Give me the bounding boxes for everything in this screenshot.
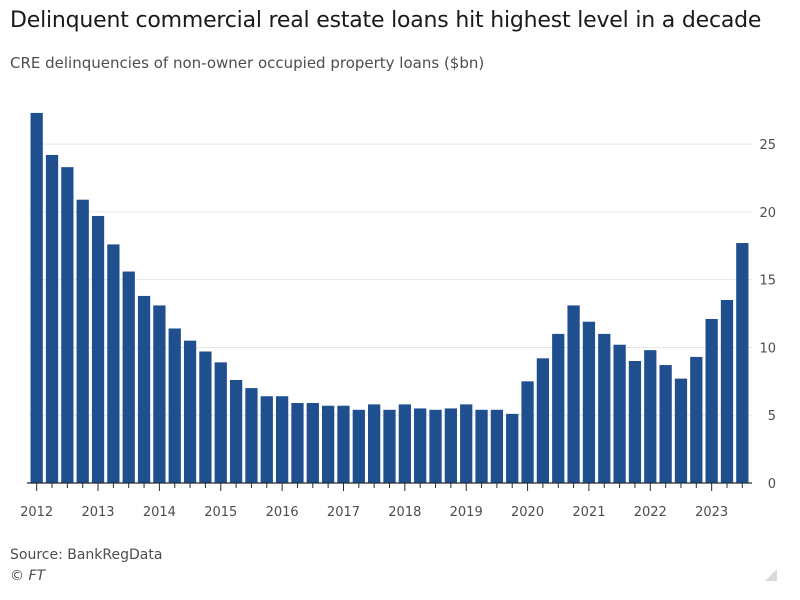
y-tick-label: 15 xyxy=(759,274,776,289)
bar xyxy=(567,305,580,483)
bar xyxy=(521,381,534,483)
bar xyxy=(475,409,488,483)
bar xyxy=(337,405,350,483)
bar xyxy=(398,404,411,483)
y-tick-label: 0 xyxy=(768,477,776,492)
bar xyxy=(414,408,427,483)
bar xyxy=(383,409,396,483)
bar-chart: 2012 2013 2014 2015 2016 2017 2018 2019 2020 2021… xyxy=(20,112,776,520)
bar xyxy=(122,271,135,483)
bar xyxy=(183,340,197,483)
bar xyxy=(168,328,181,483)
bar xyxy=(229,379,243,483)
bar xyxy=(61,167,74,483)
x-tick-label: 2022 xyxy=(634,505,667,520)
x-tick-label: 2016 xyxy=(266,505,299,520)
ft-credit: © FT xyxy=(10,568,46,584)
bar xyxy=(552,333,565,483)
bar xyxy=(76,199,89,483)
bar xyxy=(705,318,718,483)
bar xyxy=(690,356,703,483)
bar xyxy=(275,396,289,483)
x-tick-label: 2019 xyxy=(450,505,483,520)
y-tick-label: 10 xyxy=(759,341,776,356)
bar xyxy=(490,409,504,483)
bar xyxy=(214,362,227,483)
bar xyxy=(429,409,442,483)
x-tick-label: 2020 xyxy=(511,505,544,520)
resize-corner-icon xyxy=(765,569,777,581)
bars xyxy=(30,112,749,484)
bar xyxy=(368,404,381,483)
y-axis: 0 5 10 15 20 25 xyxy=(759,138,776,492)
bar xyxy=(91,215,105,483)
x-tick-label: 2014 xyxy=(143,505,176,520)
y-tick-label: 5 xyxy=(768,409,776,424)
bar xyxy=(506,413,519,483)
bar xyxy=(153,305,166,483)
source-note: Source: BankRegData xyxy=(10,547,163,563)
x-tick-label: 2023 xyxy=(695,505,728,520)
bar xyxy=(628,361,642,483)
x-tick-label: 2012 xyxy=(20,505,53,520)
x-tick-label: 2015 xyxy=(204,505,237,520)
bar xyxy=(322,405,335,483)
bar xyxy=(536,358,550,483)
bar xyxy=(199,351,212,483)
chart-title: Delinquent commercial real estate loans … xyxy=(10,8,762,33)
x-axis: 2012 2013 2014 2015 2016 2017 2018 2019 2020 2021… xyxy=(20,482,752,520)
bar xyxy=(460,404,473,483)
y-tick-label: 20 xyxy=(759,206,776,221)
bar xyxy=(260,396,273,483)
bar xyxy=(245,388,258,483)
bar xyxy=(582,321,596,483)
bar xyxy=(644,350,657,483)
bar xyxy=(291,403,304,483)
y-tick-label: 25 xyxy=(759,138,776,153)
bar xyxy=(107,244,120,483)
bar xyxy=(674,378,688,483)
bar xyxy=(306,403,319,483)
bar xyxy=(137,295,151,483)
bar xyxy=(613,344,626,483)
x-tick-label: 2021 xyxy=(572,505,605,520)
x-tick-label: 2013 xyxy=(81,505,114,520)
gridlines xyxy=(29,143,752,416)
bar xyxy=(30,112,43,484)
x-tick-label: 2017 xyxy=(327,505,360,520)
bar xyxy=(659,365,672,483)
bar xyxy=(720,300,734,483)
bar xyxy=(444,408,457,483)
bar xyxy=(598,333,611,483)
chart-subtitle: CRE delinquencies of non-owner occupied … xyxy=(10,54,485,72)
bar xyxy=(352,409,365,483)
bar xyxy=(736,243,749,483)
x-tick-label: 2018 xyxy=(388,505,421,520)
bar xyxy=(45,154,59,483)
